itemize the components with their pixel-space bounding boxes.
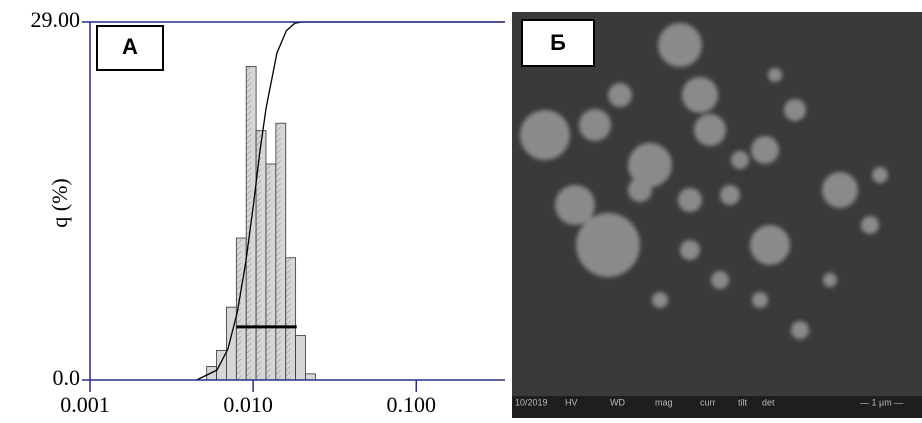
cumulative-curve bbox=[196, 21, 505, 381]
info-label: curr bbox=[700, 397, 716, 407]
bar bbox=[226, 306, 237, 381]
y-tick-label: 0.0 bbox=[53, 365, 81, 390]
panel-label-box bbox=[96, 25, 164, 71]
info-label: det bbox=[762, 397, 775, 407]
panel-label: А bbox=[122, 34, 138, 59]
info-label: 10/2019 bbox=[515, 397, 548, 407]
particles bbox=[520, 23, 888, 339]
bar-hatch bbox=[285, 257, 291, 380]
bar-hatch bbox=[236, 238, 242, 380]
bar bbox=[305, 373, 316, 381]
sem-image: 10/2019 HV WD mag curr tilt det — 1 µm — Б bbox=[512, 12, 922, 418]
info-label: mag bbox=[655, 397, 673, 407]
bar-hatch bbox=[275, 123, 281, 380]
info-label: — 1 µm — bbox=[860, 397, 903, 407]
histogram-panel: 0.0 29.00 0.001 0.010 0.100 bbox=[31, 7, 505, 417]
bar-hatch bbox=[265, 163, 271, 380]
y-tick-label: 29.00 bbox=[31, 7, 81, 32]
info-label: WD bbox=[610, 397, 625, 407]
bar bbox=[295, 335, 306, 381]
y-axis-label: q (%) bbox=[47, 178, 72, 227]
info-label: HV bbox=[565, 397, 578, 407]
x-tick-label: 0.010 bbox=[223, 392, 273, 417]
info-bar bbox=[512, 396, 922, 418]
info-label: tilt bbox=[738, 397, 747, 407]
x-tick-label: 0.100 bbox=[386, 392, 436, 417]
x-tick-label: 0.001 bbox=[60, 392, 110, 417]
panel-label: Б bbox=[550, 30, 566, 55]
bar-hatch bbox=[256, 130, 262, 380]
bar-hatch bbox=[246, 66, 252, 380]
panel-label-box bbox=[521, 19, 595, 67]
